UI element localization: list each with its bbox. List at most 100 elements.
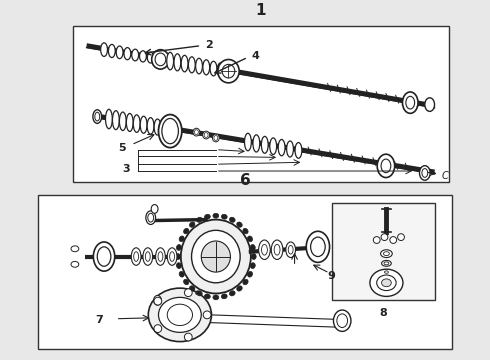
Ellipse shape <box>221 214 227 219</box>
Ellipse shape <box>176 263 181 269</box>
Ellipse shape <box>184 279 189 285</box>
Ellipse shape <box>382 260 392 266</box>
Ellipse shape <box>306 231 330 262</box>
Ellipse shape <box>287 141 294 157</box>
Ellipse shape <box>184 228 189 234</box>
Ellipse shape <box>95 112 99 121</box>
Ellipse shape <box>108 44 115 58</box>
Ellipse shape <box>133 115 140 132</box>
Ellipse shape <box>196 217 202 222</box>
Ellipse shape <box>253 135 260 152</box>
Text: C: C <box>441 171 448 181</box>
Ellipse shape <box>93 110 101 123</box>
Ellipse shape <box>158 297 201 332</box>
Ellipse shape <box>170 252 174 261</box>
Ellipse shape <box>213 213 219 218</box>
Ellipse shape <box>196 291 202 296</box>
Ellipse shape <box>71 261 79 267</box>
Ellipse shape <box>181 220 251 293</box>
Ellipse shape <box>259 240 270 260</box>
Ellipse shape <box>218 59 239 83</box>
Ellipse shape <box>311 237 325 257</box>
Ellipse shape <box>262 244 268 255</box>
Ellipse shape <box>116 46 123 59</box>
Circle shape <box>154 325 162 333</box>
Ellipse shape <box>274 244 280 255</box>
Ellipse shape <box>237 286 242 291</box>
Ellipse shape <box>132 49 139 61</box>
Ellipse shape <box>278 139 285 156</box>
Ellipse shape <box>105 109 112 129</box>
Ellipse shape <box>381 250 392 257</box>
Ellipse shape <box>97 247 111 266</box>
Circle shape <box>154 297 162 305</box>
Ellipse shape <box>213 134 219 142</box>
Ellipse shape <box>167 304 193 325</box>
Ellipse shape <box>286 242 295 257</box>
Ellipse shape <box>237 222 242 227</box>
Ellipse shape <box>148 288 212 342</box>
Ellipse shape <box>146 252 150 261</box>
Ellipse shape <box>146 211 156 225</box>
Ellipse shape <box>154 119 161 135</box>
Text: 7: 7 <box>96 315 103 325</box>
Ellipse shape <box>192 230 240 283</box>
Ellipse shape <box>406 96 415 109</box>
Circle shape <box>203 311 211 319</box>
Ellipse shape <box>174 54 181 71</box>
Ellipse shape <box>154 296 161 305</box>
Ellipse shape <box>196 58 202 74</box>
Ellipse shape <box>189 57 195 73</box>
Ellipse shape <box>247 236 252 242</box>
Ellipse shape <box>251 254 256 260</box>
Circle shape <box>381 234 388 240</box>
Ellipse shape <box>425 98 435 111</box>
Ellipse shape <box>113 111 119 130</box>
Ellipse shape <box>214 135 218 140</box>
Ellipse shape <box>203 60 210 75</box>
Ellipse shape <box>247 271 252 277</box>
Ellipse shape <box>217 63 224 77</box>
Ellipse shape <box>190 222 195 227</box>
Ellipse shape <box>158 114 182 148</box>
Ellipse shape <box>71 246 79 252</box>
Ellipse shape <box>229 291 235 296</box>
Ellipse shape <box>337 314 347 328</box>
Ellipse shape <box>147 118 154 134</box>
Ellipse shape <box>250 244 255 250</box>
Ellipse shape <box>288 246 293 254</box>
Ellipse shape <box>334 310 351 332</box>
Text: 6: 6 <box>240 172 250 188</box>
Bar <box>38 195 452 349</box>
Ellipse shape <box>422 168 428 177</box>
Ellipse shape <box>210 61 217 76</box>
Ellipse shape <box>148 213 154 222</box>
Text: 8: 8 <box>380 308 388 318</box>
Ellipse shape <box>143 248 153 265</box>
Ellipse shape <box>213 295 219 300</box>
Ellipse shape <box>295 143 302 158</box>
Ellipse shape <box>176 244 181 250</box>
Text: 1: 1 <box>256 3 266 18</box>
Ellipse shape <box>243 228 248 234</box>
Ellipse shape <box>179 271 184 277</box>
Ellipse shape <box>245 133 251 151</box>
Ellipse shape <box>384 262 389 265</box>
Ellipse shape <box>158 252 163 261</box>
Ellipse shape <box>381 159 391 173</box>
Text: 9: 9 <box>328 271 336 281</box>
Ellipse shape <box>384 252 390 256</box>
Ellipse shape <box>131 248 141 265</box>
Ellipse shape <box>383 270 391 275</box>
Circle shape <box>184 289 192 297</box>
Circle shape <box>184 333 192 341</box>
Ellipse shape <box>100 43 107 57</box>
Ellipse shape <box>120 112 126 131</box>
Ellipse shape <box>402 92 418 113</box>
Ellipse shape <box>140 116 147 133</box>
Ellipse shape <box>204 214 210 219</box>
Ellipse shape <box>190 286 195 291</box>
Ellipse shape <box>140 51 147 62</box>
Ellipse shape <box>94 242 115 271</box>
Ellipse shape <box>201 241 230 272</box>
